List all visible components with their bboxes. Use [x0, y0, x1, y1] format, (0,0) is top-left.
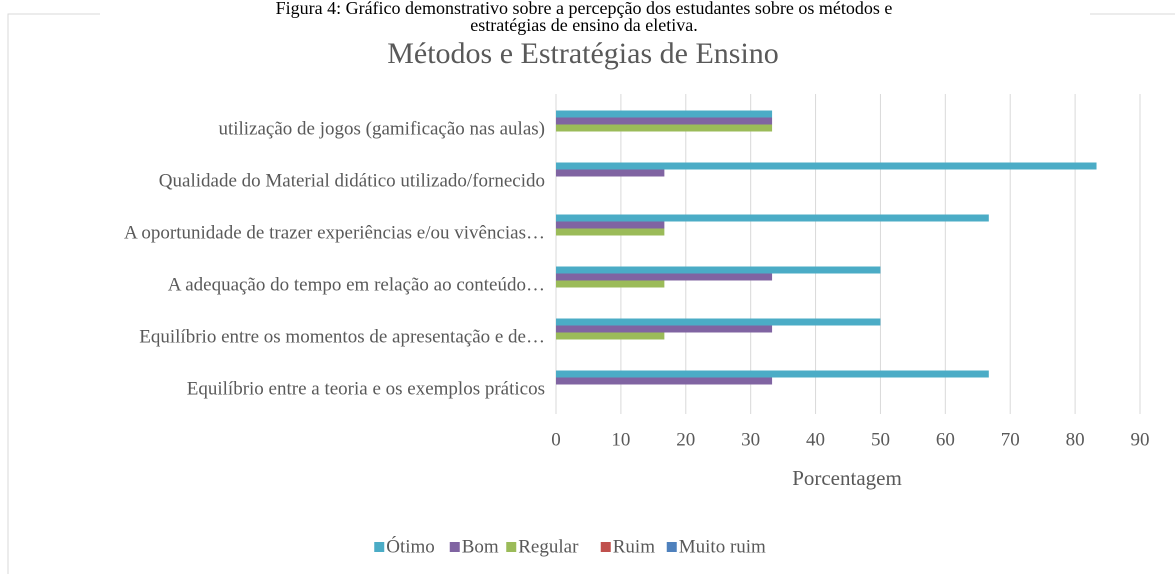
- bar: [556, 273, 773, 281]
- y-tick-label: Equilíbrio entre os momentos de apresent…: [139, 326, 545, 347]
- bar: [556, 124, 773, 132]
- caption: Figura 4: Gráfico demonstrativo sobre a …: [276, 0, 893, 18]
- legend-swatch: [666, 542, 677, 552]
- legend-label: Ruim: [613, 536, 655, 557]
- bar: [556, 169, 665, 177]
- bar: [556, 332, 665, 340]
- caption: estratégias de ensino da eletiva.: [470, 15, 697, 35]
- bar: [556, 228, 665, 236]
- bar: [556, 110, 773, 118]
- x-tick-label: 20: [676, 429, 695, 450]
- legend-swatch: [600, 542, 611, 552]
- y-tick-label: utilização de jogos (gamificação nas aul…: [218, 118, 545, 139]
- legend-label: Ótimo: [386, 535, 435, 557]
- x-tick-label: 90: [1131, 429, 1150, 450]
- bar: [556, 370, 989, 378]
- bar: [556, 377, 773, 385]
- bar: [556, 325, 773, 333]
- legend-swatch: [449, 542, 460, 552]
- bar: [556, 214, 989, 222]
- chart-title: Métodos e Estratégias de Ensino: [387, 37, 779, 70]
- x-tick-label: 10: [611, 429, 630, 450]
- legend-label: Regular: [518, 536, 579, 557]
- bar: [556, 280, 665, 288]
- x-tick-label: 50: [871, 429, 890, 450]
- legend-swatch: [506, 542, 517, 552]
- bar: [556, 318, 881, 326]
- x-axis-title: Porcentagem: [792, 466, 902, 490]
- bar: [556, 117, 773, 125]
- legend-label: Muito ruim: [679, 536, 766, 557]
- bar: [556, 162, 1097, 170]
- x-tick-label: 0: [551, 429, 561, 450]
- chart-frame: [7, 13, 1175, 574]
- legend-label: Bom: [462, 536, 499, 557]
- y-tick-label: A adequação do tempo em relação ao conte…: [168, 274, 545, 295]
- x-tick-label: 40: [806, 429, 825, 450]
- x-tick-label: 60: [936, 429, 955, 450]
- legend-swatch: [374, 542, 385, 552]
- y-tick-label: Equilíbrio entre a teoria e os exemplos …: [187, 378, 545, 399]
- x-tick-label: 70: [1001, 429, 1020, 450]
- bar: [556, 221, 665, 229]
- y-tick-label: Qualidade do Material didático utilizado…: [159, 170, 545, 191]
- bar: [556, 266, 881, 274]
- y-tick-label: A oportunidade de trazer experiências e/…: [124, 222, 545, 243]
- caption-bg: [100, 0, 1090, 36]
- x-tick-label: 30: [741, 429, 760, 450]
- x-tick-label: 80: [1066, 429, 1085, 450]
